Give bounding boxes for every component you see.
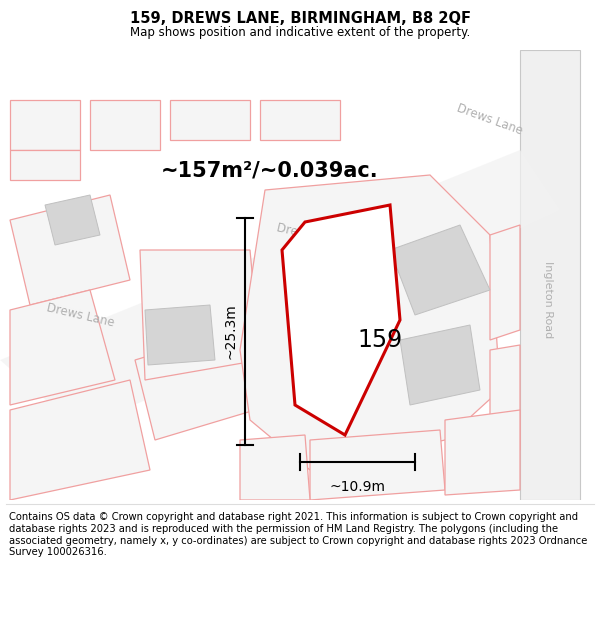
Polygon shape	[10, 290, 115, 405]
Polygon shape	[10, 150, 80, 180]
Polygon shape	[282, 205, 400, 435]
Text: 159, DREWS LANE, BIRMINGHAM, B8 2QF: 159, DREWS LANE, BIRMINGHAM, B8 2QF	[130, 11, 470, 26]
Polygon shape	[10, 100, 80, 150]
Text: Ingleton Road: Ingleton Road	[543, 261, 553, 339]
Polygon shape	[310, 430, 445, 500]
Polygon shape	[45, 195, 100, 245]
Text: 159: 159	[358, 328, 403, 352]
Polygon shape	[240, 435, 310, 500]
Polygon shape	[490, 345, 520, 455]
Polygon shape	[260, 100, 340, 140]
Polygon shape	[90, 100, 160, 150]
Text: Map shows position and indicative extent of the property.: Map shows position and indicative extent…	[130, 26, 470, 39]
Polygon shape	[445, 410, 520, 495]
Polygon shape	[0, 50, 600, 500]
Text: Drews Lane: Drews Lane	[275, 221, 345, 249]
Polygon shape	[10, 380, 150, 500]
Polygon shape	[390, 225, 490, 315]
Text: ~25.3m: ~25.3m	[224, 304, 238, 359]
Text: ~157m²/~0.039ac.: ~157m²/~0.039ac.	[161, 160, 379, 180]
Polygon shape	[170, 100, 250, 140]
Polygon shape	[135, 330, 255, 440]
Polygon shape	[145, 305, 215, 365]
Polygon shape	[400, 325, 480, 405]
Polygon shape	[520, 50, 580, 500]
Text: Drews Lane: Drews Lane	[455, 102, 525, 138]
Polygon shape	[240, 175, 500, 470]
Polygon shape	[0, 150, 560, 430]
Text: ~10.9m: ~10.9m	[329, 480, 386, 494]
Polygon shape	[10, 195, 130, 305]
Text: Drews Lane: Drews Lane	[45, 301, 115, 329]
Text: Contains OS data © Crown copyright and database right 2021. This information is : Contains OS data © Crown copyright and d…	[9, 512, 587, 558]
Polygon shape	[490, 225, 520, 340]
Polygon shape	[140, 250, 260, 380]
